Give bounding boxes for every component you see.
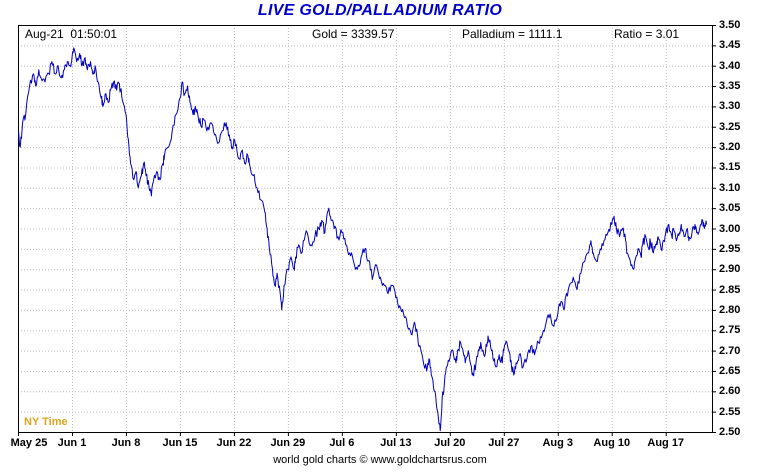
y-axis-tick-label: 3.35: [719, 80, 741, 93]
y-axis-tick-label: 2.60: [719, 385, 741, 398]
ny-time-label: NY Time: [24, 416, 68, 428]
x-axis-tick-label: Jun 1: [57, 437, 87, 449]
chart-title: LIVE GOLD/PALLADIUM RATIO: [257, 2, 503, 19]
x-axis-tick-label: Jun 8: [111, 437, 141, 449]
y-axis-tick-label: 2.65: [719, 364, 741, 377]
x-axis-tick-label: Jun 22: [216, 437, 252, 449]
x-axis-tick-label: Jul 13: [380, 437, 412, 449]
x-axis-tick-label: Jun 29: [270, 437, 306, 449]
x-axis-tick-label: Aug 17: [647, 437, 685, 449]
y-axis-tick-label: 3.20: [719, 141, 741, 154]
x-axis-tick-label: Jul 6: [329, 437, 355, 449]
ratio-line: [17, 47, 708, 432]
ratio-readout: Ratio = 3.01: [614, 27, 680, 41]
y-axis-tick-label: 3.25: [719, 120, 741, 133]
y-axis-tick-label: 3.15: [719, 161, 741, 174]
y-axis-tick-label: 3.30: [719, 100, 741, 113]
gold-price-readout: Gold = 3339.57: [312, 27, 395, 41]
x-axis-tick-label: Jun 15: [162, 437, 198, 449]
y-axis-tick-label: 2.55: [719, 405, 741, 418]
y-axis-tick-label: 3.45: [719, 39, 741, 52]
chart-frame: [18, 25, 713, 433]
x-axis-tick-label: Aug 3: [542, 437, 574, 449]
footer-credit: world gold charts © www.goldchartsrus.co…: [273, 454, 487, 466]
y-axis-tick-label: 2.85: [719, 283, 741, 296]
timestamp: Aug-21 01:50:01: [25, 27, 118, 41]
y-axis-tick-label: 3.50: [719, 19, 741, 31]
y-axis-tick-label: 3.10: [719, 181, 741, 194]
y-axis-tick-label: 2.80: [719, 303, 741, 316]
y-axis-tick-label: 2.75: [719, 324, 741, 337]
x-axis-tick-label: Jul 27: [488, 437, 520, 449]
y-axis-tick-label: 3.00: [719, 222, 741, 235]
y-axis-tick-label: 2.70: [719, 344, 741, 357]
y-axis-tick-label: 3.05: [719, 202, 741, 215]
x-axis-tick-label: May 25: [10, 437, 48, 449]
y-axis-tick-label: 2.95: [719, 242, 741, 255]
y-axis-tick-label: 3.40: [719, 59, 741, 72]
y-axis-tick-label: 2.50: [719, 426, 741, 438]
y-axis-tick-label: 2.90: [719, 263, 741, 276]
palladium-price-readout: Palladium = 1111.1: [462, 27, 563, 41]
x-axis-tick-label: Aug 10: [593, 437, 631, 449]
x-axis-tick-label: Jul 20: [434, 437, 466, 449]
